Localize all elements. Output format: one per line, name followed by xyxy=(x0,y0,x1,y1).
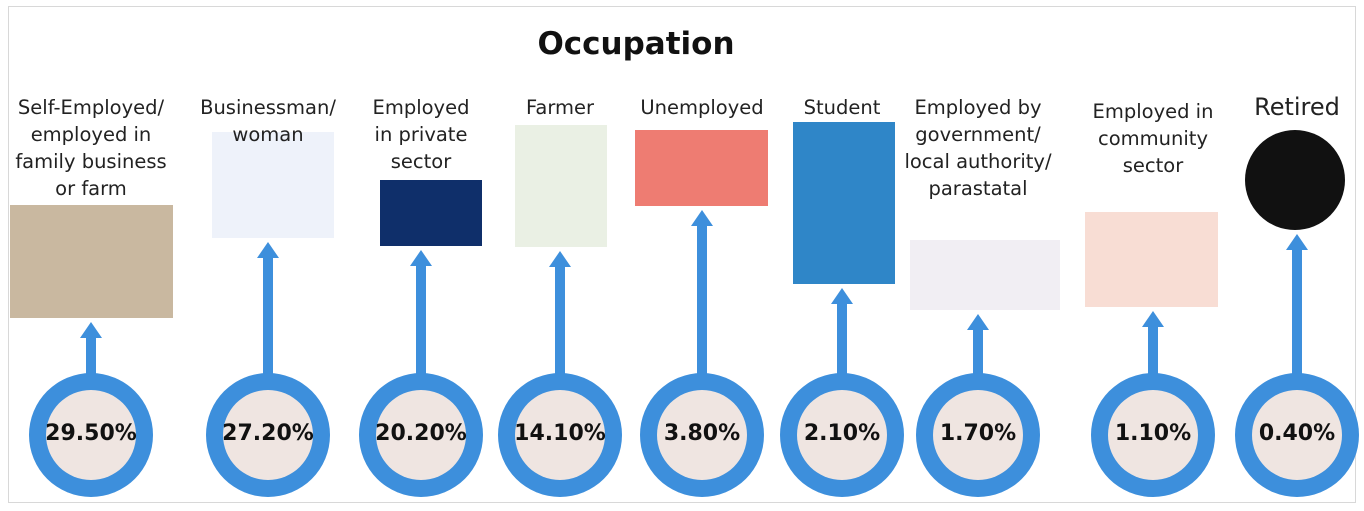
picture xyxy=(910,240,1060,310)
arrow-shaft xyxy=(697,224,707,375)
arrow-head xyxy=(1286,234,1308,250)
arrow-shaft xyxy=(86,336,96,375)
value-label: 1.10% xyxy=(1114,421,1192,446)
value-disc xyxy=(797,390,887,480)
value-label: 27.20% xyxy=(222,421,314,446)
arrow-shaft xyxy=(837,302,847,375)
arrow-head xyxy=(257,242,279,258)
category-label: Self-Employed/ employed in family busine… xyxy=(15,96,167,200)
value-disc xyxy=(657,390,747,480)
value-label: 29.50% xyxy=(45,421,137,446)
value-disc xyxy=(223,390,313,480)
value-label: 3.80% xyxy=(663,421,741,446)
category-label: Retired xyxy=(1254,93,1340,121)
arrow-head xyxy=(410,250,432,266)
value-label: 0.40% xyxy=(1258,421,1336,446)
value-disc xyxy=(1252,390,1342,480)
title: Occupation xyxy=(537,26,735,62)
value-label: 2.10% xyxy=(803,421,881,446)
arrow-head xyxy=(80,322,102,338)
arrow-shaft xyxy=(973,328,983,375)
category-label: Employed in private sector xyxy=(372,96,470,173)
picture xyxy=(212,132,334,238)
arrow-head xyxy=(967,314,989,330)
picture xyxy=(10,205,173,318)
value-label: 14.10% xyxy=(514,421,606,446)
arrow-shaft xyxy=(1148,325,1158,375)
arrow-head xyxy=(1142,311,1164,327)
arrow-shaft xyxy=(555,265,565,375)
category-label: Businessman/ woman xyxy=(200,96,336,146)
arrow-head xyxy=(831,288,853,304)
picture xyxy=(515,125,607,247)
category-label: Unemployed xyxy=(640,96,764,119)
category-label: Employed by government/ local authority/… xyxy=(904,96,1052,200)
picture xyxy=(1245,130,1345,230)
category-label: Student xyxy=(803,96,881,119)
value-disc xyxy=(515,390,605,480)
category-label: Farmer xyxy=(525,96,595,119)
value-label: 1.70% xyxy=(939,421,1017,446)
value-disc xyxy=(46,390,136,480)
picture xyxy=(793,122,895,284)
picture xyxy=(635,130,768,206)
arrow-shaft xyxy=(263,256,273,375)
value-disc xyxy=(376,390,466,480)
category-label: Employed in community sector xyxy=(1092,100,1214,177)
value-disc xyxy=(1108,390,1198,480)
arrow-shaft xyxy=(416,264,426,375)
picture xyxy=(380,180,482,246)
value-disc xyxy=(933,390,1023,480)
picture xyxy=(1085,212,1218,307)
value-label: 20.20% xyxy=(375,421,467,446)
frame xyxy=(8,6,1356,503)
arrow-shaft xyxy=(1292,248,1302,375)
arrow-head xyxy=(549,251,571,267)
arrow-head xyxy=(691,210,713,226)
